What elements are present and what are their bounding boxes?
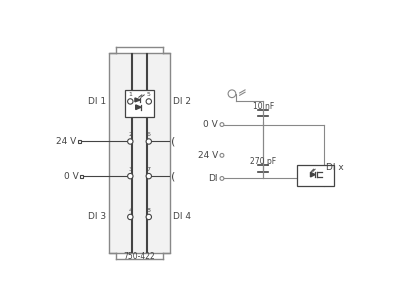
- Circle shape: [228, 90, 236, 98]
- Circle shape: [146, 173, 152, 179]
- Text: 6: 6: [147, 132, 151, 137]
- Bar: [78, 140, 81, 143]
- Text: 24 V: 24 V: [198, 151, 218, 160]
- Bar: [125, 90, 154, 117]
- Circle shape: [128, 214, 133, 220]
- Text: 7: 7: [147, 167, 151, 172]
- Text: (: (: [171, 136, 176, 146]
- Bar: [297, 165, 334, 186]
- Circle shape: [146, 139, 152, 144]
- Text: 0 V: 0 V: [64, 172, 79, 181]
- Text: 10 nF: 10 nF: [253, 102, 274, 111]
- Text: 2: 2: [128, 132, 132, 137]
- Circle shape: [128, 99, 133, 104]
- Circle shape: [128, 139, 133, 144]
- Bar: [109, 53, 170, 253]
- Text: 1: 1: [128, 92, 132, 97]
- Text: 24 V: 24 V: [56, 137, 76, 146]
- Text: DI 2: DI 2: [173, 97, 191, 106]
- Text: 8: 8: [147, 208, 151, 213]
- Text: 5: 5: [147, 92, 151, 97]
- Text: 750-422: 750-422: [124, 253, 156, 262]
- Circle shape: [146, 214, 152, 220]
- Text: DI 3: DI 3: [88, 212, 106, 221]
- Text: DI 4: DI 4: [173, 212, 191, 221]
- Text: DI: DI: [208, 174, 218, 183]
- Circle shape: [220, 153, 224, 157]
- Polygon shape: [136, 105, 141, 110]
- Text: 3: 3: [128, 167, 132, 172]
- Text: DI x: DI x: [326, 163, 344, 172]
- Polygon shape: [135, 98, 140, 102]
- Circle shape: [220, 176, 224, 180]
- Text: (: (: [171, 171, 176, 181]
- Text: 270 pF: 270 pF: [250, 157, 276, 166]
- Circle shape: [128, 173, 133, 179]
- Text: 4: 4: [128, 208, 132, 213]
- Circle shape: [146, 99, 152, 104]
- Text: DI 1: DI 1: [88, 97, 106, 106]
- Bar: [80, 175, 83, 178]
- Circle shape: [220, 123, 224, 127]
- Text: 0 V: 0 V: [203, 120, 218, 129]
- Polygon shape: [310, 172, 315, 177]
